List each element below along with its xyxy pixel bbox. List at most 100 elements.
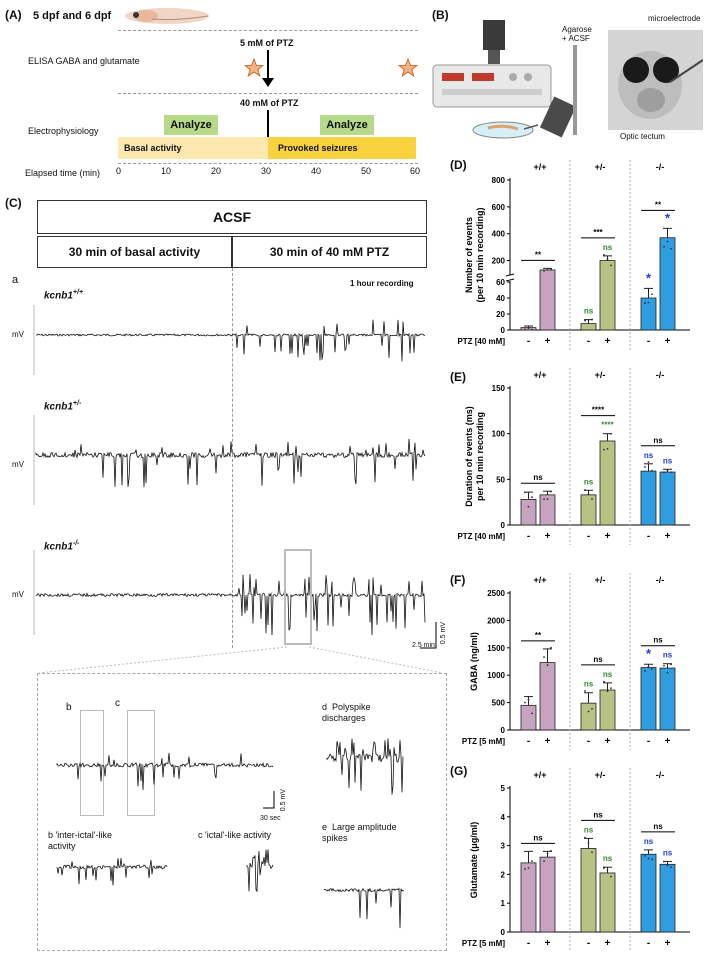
y-tick-label: 0 [501,928,506,937]
data-point [531,328,533,331]
data-point [591,851,593,854]
trace-het [35,438,426,488]
scale-mv-label: 0.5 mV [440,622,447,645]
data-point [644,855,646,857]
data-point [546,852,549,855]
y-tick-label: 40 [496,294,505,303]
x-tick-label: + [665,736,671,747]
y-axis-label: GABA (ng/ml) [469,632,479,691]
y-axis-label: Number of events [464,217,474,293]
significance-label: * [665,210,671,225]
significance-label: ns [663,651,673,660]
data-point [527,698,530,701]
bar [659,471,676,526]
tick-label: 50 [361,166,372,176]
group-label: -/- [656,770,665,780]
optic-tectum-label: Optic tectum [620,132,665,141]
significance-label: ns [603,243,613,252]
data-point [670,471,672,474]
significance-label: ns [603,670,613,679]
significance-label: ns [533,833,543,842]
significance-label: ** [535,631,542,640]
fish-head-image [608,30,703,130]
significance-label: ns [584,477,594,486]
y-tick-label: 800 [492,176,506,185]
group-label: +/+ [533,370,546,380]
bar [659,237,676,331]
data-point [531,712,533,715]
b-caption-letter: b [48,830,54,840]
inset-b-label: b [66,702,72,713]
significance-label: ns [653,822,663,831]
data-point [527,327,530,330]
bar [599,872,616,933]
data-point [543,269,545,272]
ptz5-label: 5 mM of PTZ [240,38,294,48]
bar [580,848,597,933]
significance-label: ns [584,680,594,689]
data-point [587,493,590,496]
data-point [647,857,650,860]
inset-trace [56,752,274,791]
data-point [651,469,653,472]
acsf-header: ACSF [37,200,427,234]
data-point [543,498,545,501]
trace-wt [35,319,426,362]
data-point [610,264,612,267]
bar [520,862,537,933]
data-point [543,860,545,863]
x-tick-label: - [647,938,650,949]
d-caption-letter: d [322,702,328,712]
data-point [550,850,552,852]
bar [640,853,657,933]
group-label: +/+ [533,575,546,585]
divider [118,93,418,94]
y-tick-label: 400 [492,230,506,239]
significance-label: ns [584,825,594,834]
tick-label: 20 [211,166,222,176]
data-point [663,664,665,667]
mv-label: mV [12,460,24,469]
inset-scale-mv: 0.5 mV [280,789,287,812]
data-point [670,663,672,666]
basal-activity-bar: Basal activity [118,137,268,159]
data-point [666,469,669,472]
b-caption: b 'inter-ictal'-like activity [48,830,112,852]
panel-a-label: (A) [5,8,22,22]
x-tick-label: + [605,531,611,542]
elapsed-label: Elapsed time (min) [25,168,101,178]
y-tick-label: 200 [492,257,506,266]
panel-g-label: (G) [450,764,468,778]
inset-c-label: c [115,698,120,709]
x-tick-label: + [605,336,611,347]
star-icon [398,58,418,77]
group-label: +/- [595,770,606,780]
data-point [610,432,612,435]
trace-inset [56,752,274,791]
data-point [663,245,665,248]
x-tick-label: + [545,336,551,347]
agarose-label: Agarose + ACSF [562,25,592,43]
bar [599,689,616,731]
data-point [666,671,669,674]
y-tick-label: 0 [501,521,506,530]
e-caption: e Large amplitude spikes [322,822,397,844]
c-caption-text: 'ictal'-like activity [205,830,271,840]
y-tick-label: 500 [492,699,506,708]
data-point [591,498,593,500]
data-point [603,253,605,256]
bar [580,323,597,331]
elisa-label: ELISA GABA and glutamate [28,56,140,66]
axis-break-mark [505,273,515,277]
significance-label: **** [592,406,605,415]
significance-label: ns [653,436,663,445]
ptz40-label: 40 mM of PTZ [240,98,299,108]
data-point [584,836,586,839]
trace-c [246,849,274,893]
data-point [610,687,612,689]
x-tick-label: - [647,336,650,347]
y-tick-label: 2500 [487,589,505,598]
x-tick-label: - [527,531,530,542]
genotype-name: kcnb1 [44,541,73,553]
significance-label: ns [663,848,673,857]
